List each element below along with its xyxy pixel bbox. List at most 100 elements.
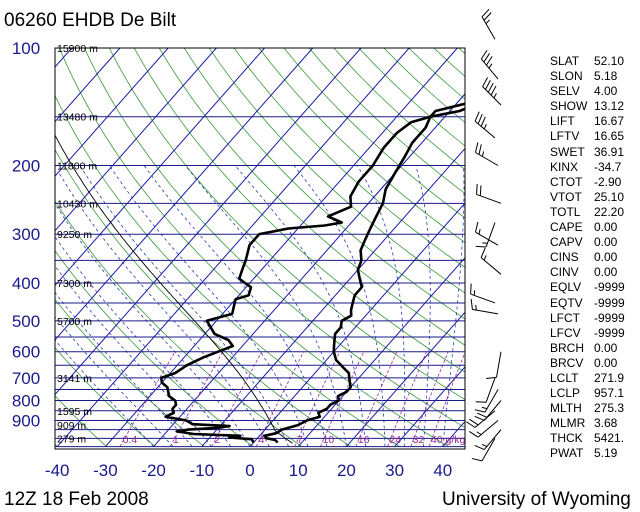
index-name: CAPV	[550, 235, 583, 250]
isotherm--60	[55, 48, 314, 341]
dry-adiabat-400	[283, 48, 465, 219]
index-value: 22.20	[594, 204, 625, 219]
index-row: CINV 0.00	[550, 265, 636, 280]
index-row: MLMR 3.68	[550, 416, 636, 431]
isotherm--100	[55, 48, 121, 123]
index-row: EQLV -9999	[550, 280, 636, 295]
index-name: CINV	[550, 265, 579, 280]
index-row: BRCH 0.00	[550, 341, 636, 356]
index-value: 52.10	[594, 54, 625, 68]
index-name: KINX	[550, 159, 579, 174]
mixing-ratio-line-9	[428, 351, 465, 447]
index-row: LCLT 271.9	[550, 371, 636, 386]
wind-barb-600	[486, 351, 502, 380]
mixing-ratio-line-1	[169, 351, 223, 447]
dry-adiabat-350	[158, 48, 465, 346]
sounding-profiles	[160, 102, 465, 444]
temp-tick-10: 10	[289, 461, 308, 480]
dry-adiabat-270	[55, 249, 254, 447]
pressure-tick-600: 600	[12, 343, 40, 362]
wind-barb-750	[474, 389, 499, 413]
height-label-500: 5700 m	[57, 316, 92, 328]
wind-barb-850	[466, 410, 496, 428]
moist-adiabat-20	[185, 165, 347, 447]
dewpoint-profile	[160, 107, 465, 444]
height-label-700: 3141 m	[57, 373, 92, 385]
isotherm--70	[55, 48, 265, 287]
moist-adiabat-28	[293, 165, 386, 447]
index-row: TOTL 22.20	[550, 205, 636, 220]
height-label-200: 11800 m	[57, 161, 97, 173]
index-value: 0.00	[594, 340, 618, 355]
index-value: 13.12	[594, 99, 625, 114]
index-name: MLTH	[550, 401, 582, 416]
index-row: LFCT -9999	[550, 311, 636, 326]
index-value: 16.67	[594, 114, 625, 129]
index-row: LCLP 957.1	[550, 386, 636, 401]
index-row: LFTV 16.65	[550, 129, 636, 144]
dry-adiabat-330	[108, 48, 465, 401]
dry-adiabat-240	[55, 395, 107, 447]
index-row: CAPV 0.00	[550, 235, 636, 250]
index-row: THCK 5421.	[550, 431, 636, 446]
index-row: KINX -34.7	[550, 160, 636, 175]
mixing-ratio-line-4	[294, 351, 341, 447]
mixing-ratio-label-0: 0.4	[123, 434, 138, 446]
index-value: -34.7	[594, 159, 622, 174]
index-row: SWET 36.91	[550, 145, 636, 160]
dry-adiabat-300	[55, 94, 400, 447]
temp-tick--20: -20	[141, 461, 166, 480]
dry-adiabat-390	[258, 48, 465, 243]
mixing-ratio-label-8: 32	[413, 434, 425, 446]
temp-tick-0: 0	[245, 461, 254, 480]
index-value: -9999	[594, 325, 625, 340]
wind-barb-700	[475, 377, 496, 403]
index-name: VTOT	[550, 189, 582, 204]
pressure-tick-100: 100	[12, 39, 40, 58]
mixing-ratio-line-8	[410, 351, 449, 447]
temp-tick-30: 30	[385, 461, 404, 480]
index-name: PWAT	[550, 446, 584, 461]
index-name: LCLP	[550, 386, 581, 401]
mixing-ratio-label-9: 40 g/kg	[431, 434, 466, 446]
index-row: SELV 4.00	[550, 84, 636, 99]
index-value: 5.19	[594, 446, 618, 461]
temp-tick--10: -10	[190, 461, 215, 480]
pressure-tick-800: 800	[12, 392, 40, 411]
stability-indices-panel: SLAT 52.10 SLON 5.18 SELV 4.00 SHOW 13.12 LIFT 16…	[550, 54, 636, 462]
index-name: LCLT	[550, 370, 579, 385]
wind-barb-1000	[471, 438, 496, 462]
mixing-ratio-label-6: 16	[358, 434, 370, 446]
height-label-400: 7300 m	[57, 278, 92, 290]
wind-barb-480	[470, 298, 499, 315]
pressure-tick-200: 200	[12, 157, 40, 176]
index-value: 0.00	[594, 220, 618, 235]
mixing-ratio-label-1: 1	[173, 434, 179, 446]
index-name: SHOW	[550, 99, 588, 114]
index-row: BRCV 0.00	[550, 356, 636, 371]
mixing-ratio-line-5	[320, 351, 365, 447]
index-name: TOTL	[550, 204, 581, 219]
index-row: CTOT -2.90	[550, 175, 636, 190]
index-value: 25.10	[594, 189, 625, 204]
index-value: 3.68	[594, 416, 618, 431]
isotherm--10	[201, 147, 465, 447]
index-name: THCK	[550, 431, 583, 446]
wind-barb-250	[476, 183, 502, 204]
dry-adiabat-340	[133, 48, 465, 373]
dry-adiabat-320	[83, 48, 465, 429]
wind-barb-120	[480, 49, 499, 80]
moist-adiabat-16	[143, 165, 328, 447]
pressure-tick-700: 700	[12, 369, 40, 388]
parcel-line	[55, 134, 293, 444]
isotherm--90	[55, 48, 169, 177]
isotherm--80	[55, 48, 217, 232]
temp-tick-20: 20	[337, 461, 356, 480]
wind-barb-450	[470, 283, 496, 304]
index-row: VTOT 25.10	[550, 190, 636, 205]
index-name: SLAT	[550, 54, 580, 68]
height-label-300: 9250 m	[57, 229, 92, 241]
observation-time: 12Z 18 Feb 2008	[4, 489, 149, 510]
index-name: SLON	[550, 69, 583, 84]
